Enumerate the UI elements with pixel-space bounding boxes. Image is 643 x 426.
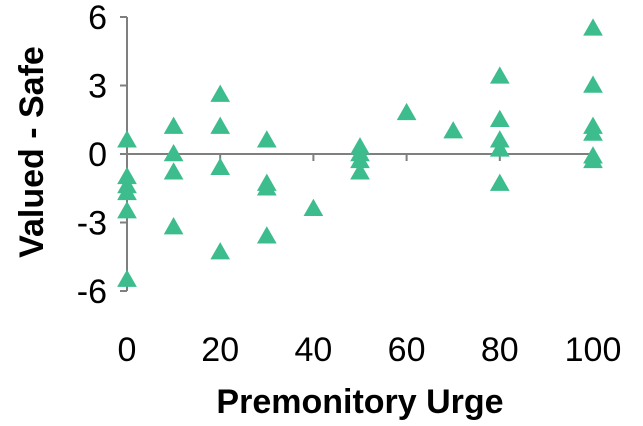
data-point-triangle [489,139,510,157]
x-tick-label: 60 [388,331,426,369]
x-tick-label: 80 [481,331,519,369]
y-tick-label: 6 [88,0,107,37]
data-point-triangle [583,150,603,169]
data-point-triangle [210,242,231,260]
data-point-triangle [210,84,231,102]
y-axis-title: Valued - Safe [13,46,51,258]
data-point-triangle [489,173,510,191]
x-tick-label: 100 [565,331,622,369]
data-point-triangle [163,162,184,180]
data-point-triangle [163,217,184,235]
data-point-triangle [443,121,464,139]
data-point-triangle [256,178,277,196]
data-point-triangle [583,18,603,36]
data-point-triangle [210,116,231,134]
data-point-triangle [210,157,231,175]
x-tick-label: 20 [201,331,239,369]
x-axis-title: Premonitory Urge [216,383,503,421]
data-point-triangle [350,162,370,180]
data-point-triangle [117,130,137,148]
x-tick-label: 40 [294,331,332,369]
data-point-triangle [163,116,184,134]
data-point-triangle [117,182,137,201]
data-point-triangle [163,143,184,162]
y-tick-label: 3 [88,68,107,106]
y-tick-label: -6 [77,273,107,311]
data-point-triangle [583,123,603,141]
data-point-triangle [489,66,510,84]
data-point-triangle [117,201,137,219]
data-point-triangle [117,269,137,287]
data-point-triangle [489,109,510,127]
data-point-triangle [583,75,603,93]
data-point-triangle [396,102,417,121]
data-point-triangle [256,226,277,244]
x-tick-label: 0 [118,331,137,369]
y-tick-label: 0 [88,136,107,174]
data-point-triangle [256,130,277,148]
y-tick-label: -3 [77,205,107,243]
data-points [117,18,603,287]
data-point-triangle [303,198,324,217]
